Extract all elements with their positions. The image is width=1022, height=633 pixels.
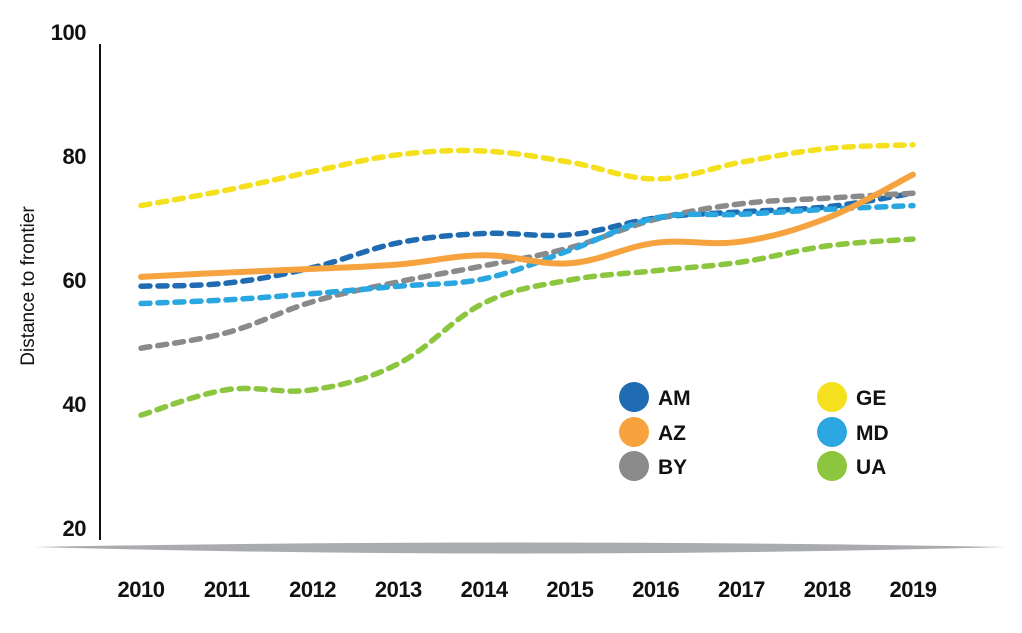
y-axis-title: Distance to frontier (18, 206, 39, 366)
legend-label-md: MD (856, 422, 889, 445)
legend-marker-md (817, 417, 847, 447)
legend-marker-ge (817, 382, 847, 412)
series-line-ge (138, 142, 916, 209)
y-tick-label: 20 (63, 516, 87, 541)
legend-marker-az (619, 417, 649, 447)
series-line-ua (138, 236, 916, 418)
legend-marker-ua (817, 451, 847, 481)
x-tick-label: 2014 (461, 577, 509, 602)
legend-label-az: AZ (658, 422, 686, 445)
series-line-md (138, 202, 916, 307)
x-tick-label: 2019 (890, 577, 937, 602)
y-tick-label: 60 (63, 268, 87, 293)
series-line-az (138, 171, 916, 280)
legend-label-by: BY (658, 456, 687, 479)
x-tick-label: 2016 (632, 577, 679, 602)
y-tick-label: 80 (63, 144, 87, 169)
x-tick-label: 2011 (204, 577, 250, 602)
x-tick-label: 2010 (118, 577, 165, 602)
legend: AM AZ BY GE MD UA (619, 382, 889, 481)
x-axis-baseline (34, 542, 1006, 554)
axis-layer: 20 40 60 80 100 Distance to frontier 2010 2011 2… (18, 20, 1006, 602)
series-layer (138, 142, 916, 418)
legend-label-am: AM (658, 387, 691, 410)
x-tick-label: 2018 (804, 577, 851, 602)
x-tick-label: 2013 (375, 577, 422, 602)
x-tick-label: 2012 (289, 577, 336, 602)
x-tick-label: 2017 (718, 577, 765, 602)
legend-label-ua: UA (856, 456, 886, 479)
y-tick-label: 40 (63, 392, 87, 417)
legend-label-ge: GE (856, 387, 886, 410)
y-tick-label: 100 (51, 20, 86, 45)
x-tick-label: 2015 (546, 577, 593, 602)
legend-marker-by (619, 451, 649, 481)
legend-marker-am (619, 382, 649, 412)
